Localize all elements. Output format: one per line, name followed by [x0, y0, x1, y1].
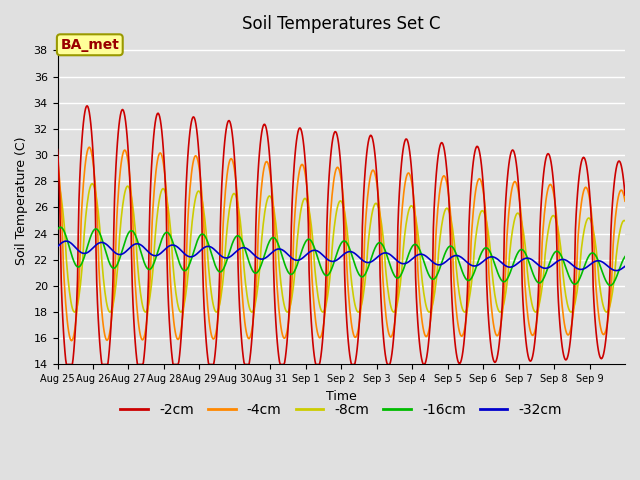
- Text: BA_met: BA_met: [60, 38, 119, 52]
- Legend: -2cm, -4cm, -8cm, -16cm, -32cm: -2cm, -4cm, -8cm, -16cm, -32cm: [115, 398, 568, 423]
- Title: Soil Temperatures Set C: Soil Temperatures Set C: [242, 15, 440, 33]
- Y-axis label: Soil Temperature (C): Soil Temperature (C): [15, 137, 28, 265]
- X-axis label: Time: Time: [326, 390, 356, 403]
